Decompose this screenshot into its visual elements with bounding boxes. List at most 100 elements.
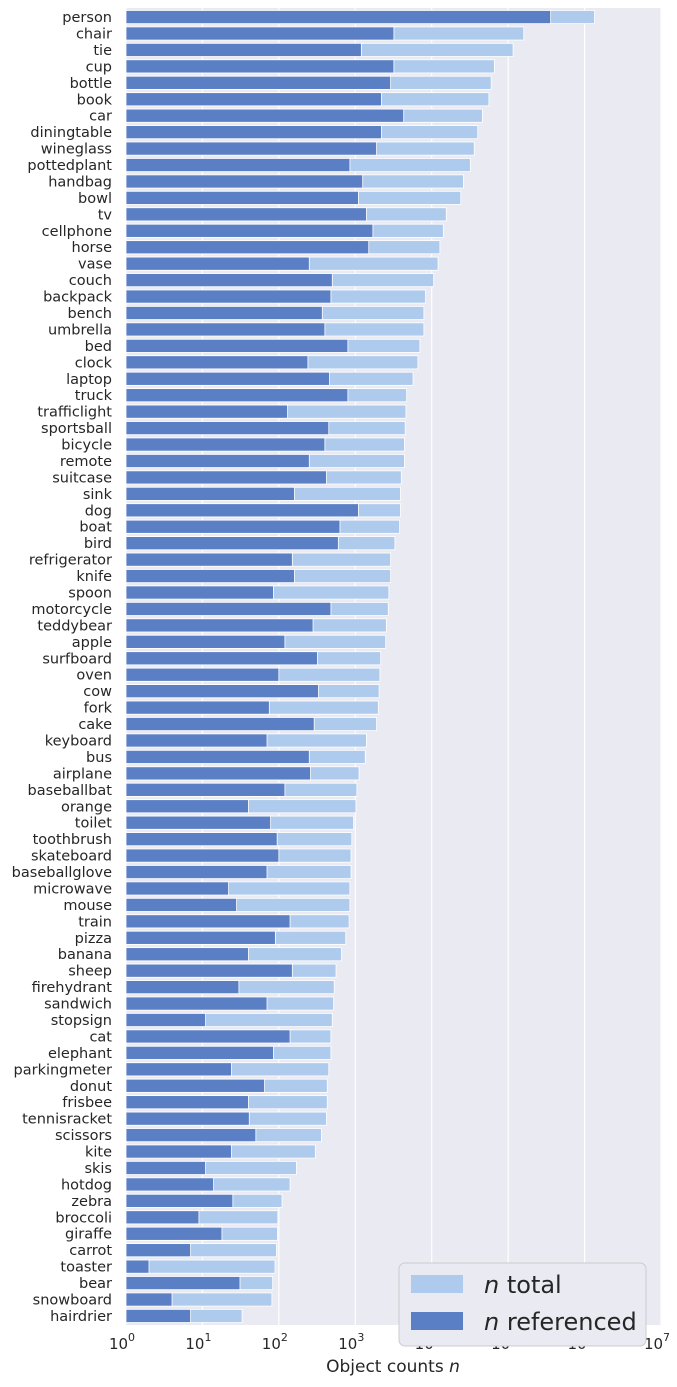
category-label-bicycle: bicycle [61, 438, 112, 454]
bar-referenced-couch [125, 273, 333, 288]
bar-referenced-elephant [125, 1045, 274, 1060]
bar-referenced-banana [125, 947, 249, 962]
bar-referenced-cat [125, 1029, 291, 1044]
bar-referenced-wineglass [125, 141, 377, 156]
bar-referenced-teddybear [125, 618, 314, 633]
legend-referenced-text: referenced [499, 1308, 636, 1336]
category-label-backpack: backpack [43, 290, 113, 306]
category-label-sheep: sheep [68, 964, 112, 980]
category-labels: personchairtiecupbottlebookcardiningtabl… [12, 10, 113, 1325]
category-label-baseballglove: baseballglove [12, 865, 112, 881]
category-label-bird: bird [84, 536, 112, 552]
bar-referenced-car [125, 108, 405, 123]
category-label-diningtable: diningtable [30, 125, 112, 141]
legend-label-total: n total [484, 1271, 562, 1299]
bar-referenced-sandwich [125, 996, 268, 1011]
x-axis-title-var: n [449, 1357, 460, 1377]
category-label-spoon: spoon [68, 586, 112, 602]
bar-referenced-person [125, 10, 552, 25]
bar-referenced-cup [125, 59, 395, 74]
category-label-bear: bear [79, 1276, 112, 1292]
bar-referenced-motorcycle [125, 601, 332, 616]
bar-referenced-sportsball [125, 421, 330, 436]
category-label-laptop: laptop [66, 372, 112, 388]
bar-referenced-train [125, 914, 291, 929]
category-label-kite: kite [85, 1145, 112, 1161]
bar-referenced-parkingmeter [125, 1062, 232, 1077]
bar-referenced-tv [125, 207, 367, 222]
bar-referenced-bench [125, 306, 323, 320]
category-label-cup: cup [86, 59, 112, 75]
bar-referenced-toaster [125, 1259, 150, 1274]
bar-referenced-bus [125, 749, 310, 764]
bar-referenced-refrigerator [125, 552, 293, 567]
category-label-apple: apple [72, 635, 112, 651]
x-tick-label: 100 [109, 1331, 135, 1353]
bar-referenced-broccoli [125, 1210, 200, 1225]
bar-referenced-pottedplant [125, 158, 351, 172]
legend: n total n referenced [398, 1262, 647, 1347]
category-label-elephant: elephant [48, 1046, 112, 1062]
category-label-giraffe: giraffe [65, 1227, 112, 1243]
category-label-scissors: scissors [55, 1128, 112, 1144]
bar-referenced-skateboard [125, 848, 280, 863]
category-label-toaster: toaster [60, 1260, 112, 1276]
bar-referenced-hairdrier [125, 1308, 191, 1323]
category-label-carrot: carrot [69, 1243, 112, 1259]
category-label-microwave: microwave [33, 881, 112, 897]
category-label-donut: donut [70, 1079, 112, 1095]
bar-referenced-handbag [125, 174, 364, 189]
category-label-bench: bench [68, 306, 112, 322]
category-label-refrigerator: refrigerator [29, 553, 112, 569]
bar-referenced-baseballbat [125, 782, 286, 797]
bar-referenced-zebra [125, 1193, 234, 1208]
category-label-wineglass: wineglass [41, 142, 112, 158]
category-label-bus: bus [86, 750, 112, 766]
bar-referenced-horse [125, 240, 370, 255]
bar-referenced-pizza [125, 930, 276, 945]
category-label-mouse: mouse [63, 898, 112, 914]
bar-referenced-bed [125, 338, 349, 353]
x-axis-title: Object counts n [326, 1357, 460, 1377]
bar-referenced-stopsign [125, 1013, 206, 1027]
bar-referenced-hotdog [125, 1177, 214, 1192]
category-label-fork: fork [84, 701, 113, 717]
category-label-stopsign: stopsign [51, 1013, 112, 1029]
bar-referenced-umbrella [125, 322, 326, 337]
bar-referenced-sink [125, 486, 295, 501]
category-label-hairdrier: hairdrier [50, 1309, 112, 1325]
bar-referenced-microwave [125, 881, 229, 896]
category-label-clock: clock [75, 355, 113, 371]
x-tick-label: 101 [185, 1331, 211, 1353]
bar-referenced-apple [125, 634, 286, 649]
bar-referenced-tennisracket [125, 1111, 250, 1126]
category-label-bed: bed [85, 339, 112, 355]
category-label-oven: oven [76, 668, 112, 684]
bar-referenced-cake [125, 717, 315, 732]
category-label-frisbee: frisbee [62, 1095, 112, 1111]
category-label-tennisracket: tennisracket [22, 1112, 112, 1128]
legend-total-var: n [484, 1271, 499, 1299]
category-label-chair: chair [76, 26, 112, 42]
category-label-handbag: handbag [48, 174, 112, 190]
bar-referenced-oven [125, 667, 280, 682]
plot-background [126, 8, 661, 1325]
category-label-pottedplant: pottedplant [27, 158, 112, 174]
category-label-boat: boat [79, 520, 112, 536]
bar-referenced-fork [125, 700, 270, 715]
bar-referenced-bicycle [125, 437, 326, 452]
category-label-trafficlight: trafficlight [37, 405, 112, 421]
bar-referenced-baseballglove [125, 865, 268, 880]
category-label-car: car [89, 109, 112, 125]
legend-swatch-total [411, 1275, 463, 1293]
legend-total-text: total [499, 1271, 562, 1299]
bar-referenced-spoon [125, 585, 274, 600]
bar-referenced-airplane [125, 766, 311, 781]
bar-referenced-dog [125, 503, 359, 518]
bar-referenced-toilet [125, 815, 272, 830]
category-label-teddybear: teddybear [37, 618, 112, 634]
category-label-firehydrant: firehydrant [32, 980, 113, 996]
bar-referenced-donut [125, 1078, 265, 1093]
category-label-couch: couch [69, 273, 112, 289]
